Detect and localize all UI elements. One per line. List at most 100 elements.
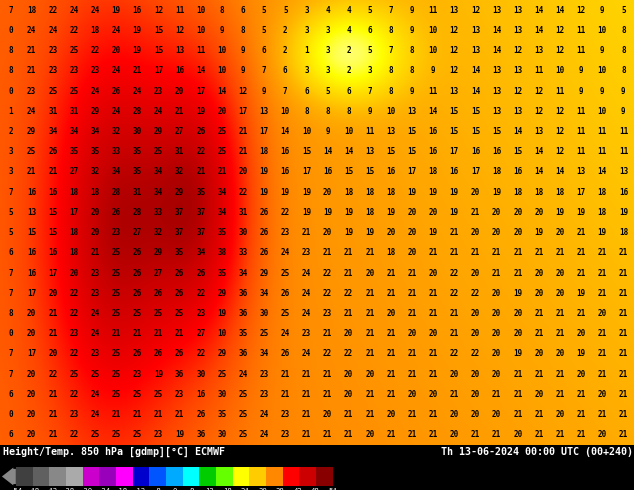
- Text: 20: 20: [450, 369, 459, 379]
- Text: 18: 18: [365, 188, 375, 196]
- Bar: [233, 466, 249, 487]
- Text: 21: 21: [365, 309, 375, 318]
- Text: 26: 26: [175, 269, 184, 277]
- Text: 48: 48: [311, 488, 320, 490]
- Text: 23: 23: [281, 430, 290, 440]
- Text: 20: 20: [513, 329, 522, 338]
- Text: 19: 19: [408, 188, 417, 196]
- Text: 20: 20: [471, 269, 480, 277]
- Text: 26: 26: [133, 289, 142, 298]
- Text: 13: 13: [576, 168, 586, 176]
- Text: 23: 23: [281, 410, 290, 419]
- Text: 22: 22: [323, 269, 332, 277]
- Text: 31: 31: [238, 208, 248, 217]
- Text: 13: 13: [27, 208, 36, 217]
- Text: 17: 17: [27, 289, 36, 298]
- Text: 24: 24: [240, 488, 249, 490]
- Text: 27: 27: [154, 269, 163, 277]
- Text: 10: 10: [598, 66, 607, 75]
- Text: 21: 21: [175, 410, 184, 419]
- Text: 33: 33: [238, 248, 248, 257]
- Text: 24: 24: [133, 87, 142, 96]
- Text: 21: 21: [408, 369, 417, 379]
- Text: 20: 20: [408, 208, 417, 217]
- Text: 19: 19: [281, 188, 290, 196]
- Text: 25: 25: [112, 390, 121, 399]
- Text: 13: 13: [450, 5, 459, 15]
- Text: 25: 25: [27, 147, 36, 156]
- Text: 26: 26: [133, 269, 142, 277]
- Text: 11: 11: [576, 107, 586, 116]
- Text: 16: 16: [175, 66, 184, 75]
- Text: 20: 20: [471, 188, 480, 196]
- Text: 20: 20: [492, 369, 501, 379]
- Text: 31: 31: [48, 107, 58, 116]
- Text: 34: 34: [154, 168, 163, 176]
- Bar: [266, 466, 283, 487]
- Text: 19: 19: [576, 208, 586, 217]
- Text: 24: 24: [281, 329, 290, 338]
- Text: 32: 32: [112, 127, 121, 136]
- Text: -38: -38: [62, 488, 75, 490]
- Text: 19: 19: [154, 369, 163, 379]
- Text: 11: 11: [598, 127, 607, 136]
- Text: 20: 20: [471, 329, 480, 338]
- Text: 21: 21: [598, 289, 607, 298]
- Text: 14: 14: [344, 147, 353, 156]
- Text: 15: 15: [450, 107, 459, 116]
- Text: 20: 20: [217, 107, 226, 116]
- Text: 21: 21: [534, 430, 543, 440]
- Text: 11: 11: [429, 5, 438, 15]
- Bar: [299, 466, 316, 487]
- Text: 18: 18: [386, 248, 396, 257]
- Text: 9: 9: [621, 107, 626, 116]
- Text: 9: 9: [410, 5, 415, 15]
- Text: 27: 27: [175, 127, 184, 136]
- Text: 21: 21: [48, 168, 58, 176]
- Text: 25: 25: [175, 309, 184, 318]
- Text: 9: 9: [621, 87, 626, 96]
- Text: 28: 28: [133, 107, 142, 116]
- Text: 29: 29: [217, 289, 226, 298]
- Text: 26: 26: [281, 349, 290, 358]
- Text: 18: 18: [492, 168, 501, 176]
- Text: 15: 15: [450, 127, 459, 136]
- Text: 13: 13: [175, 46, 184, 55]
- Text: 21: 21: [513, 269, 522, 277]
- Text: 26: 26: [112, 208, 121, 217]
- Text: 22: 22: [344, 349, 353, 358]
- Text: 22: 22: [69, 26, 79, 35]
- Text: 10: 10: [555, 66, 565, 75]
- Text: 21: 21: [133, 329, 142, 338]
- Text: 12: 12: [576, 5, 586, 15]
- Text: 15: 15: [365, 168, 375, 176]
- Text: 19: 19: [513, 349, 522, 358]
- Bar: [49, 466, 66, 487]
- Text: 14: 14: [513, 127, 522, 136]
- Text: 21: 21: [450, 390, 459, 399]
- Text: 21: 21: [598, 269, 607, 277]
- Text: 20: 20: [344, 369, 353, 379]
- Text: 14: 14: [555, 5, 565, 15]
- Text: 19: 19: [196, 107, 205, 116]
- Text: 26: 26: [154, 349, 163, 358]
- Text: 23: 23: [175, 390, 184, 399]
- Text: 21: 21: [365, 329, 375, 338]
- Text: 20: 20: [429, 208, 438, 217]
- Bar: [183, 466, 199, 487]
- Text: 14: 14: [323, 147, 332, 156]
- Text: 21: 21: [492, 269, 501, 277]
- Text: 3: 3: [304, 66, 309, 75]
- Bar: [150, 466, 166, 487]
- Text: 38: 38: [276, 488, 285, 490]
- Text: 19: 19: [450, 208, 459, 217]
- Text: 16: 16: [323, 168, 332, 176]
- Text: 21: 21: [534, 369, 543, 379]
- Text: 25: 25: [69, 87, 79, 96]
- Text: 23: 23: [259, 390, 269, 399]
- Text: 7: 7: [8, 188, 13, 196]
- Text: 19: 19: [217, 309, 226, 318]
- Text: 20: 20: [450, 410, 459, 419]
- Text: 17: 17: [302, 168, 311, 176]
- Text: 18: 18: [27, 5, 36, 15]
